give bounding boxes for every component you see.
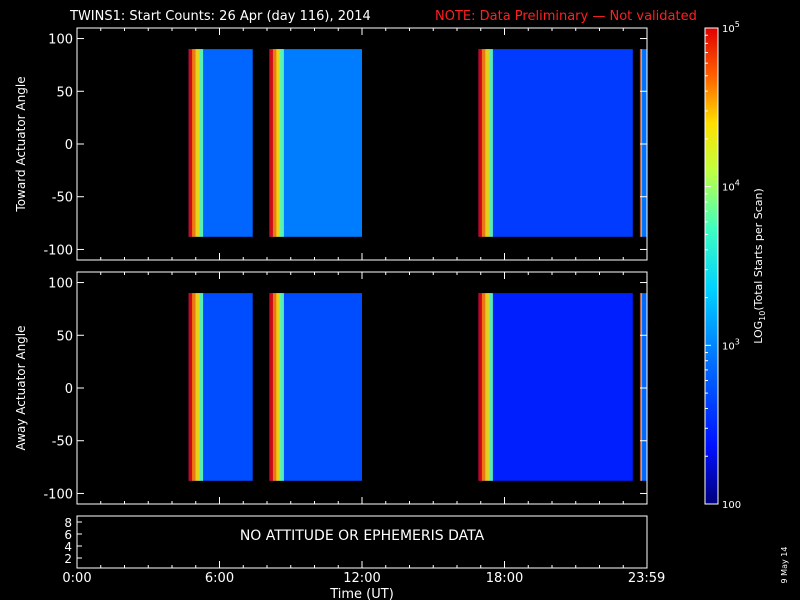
y-tick-label: 100 (48, 277, 73, 292)
onset-edge (488, 49, 493, 237)
colorbar-frame (704, 27, 719, 505)
data-block (478, 49, 633, 237)
toward-ylabel: Toward Actuator Angle (14, 76, 28, 212)
onset-edge (641, 49, 643, 237)
note-text: NOTE: Data Preliminary — Not validated (435, 9, 697, 24)
onset-edge (478, 49, 483, 237)
x-axis-labels: 0:00 6:00 12:00 18:00 23:59 (62, 571, 665, 586)
onset-edge (192, 293, 197, 481)
colorbar-tick-label: 103 (722, 337, 740, 352)
onset-edge (279, 293, 284, 481)
onset-edge (276, 293, 281, 481)
onset-edge (485, 49, 490, 237)
y-tick-label: -50 (52, 435, 73, 450)
ephemeris-message: NO ATTITUDE OR EPHEMERIS DATA (240, 528, 485, 544)
ephem-tick-label: 6 (64, 528, 72, 542)
x-tick-label: 18:00 (486, 571, 523, 586)
onset-edge (195, 49, 200, 237)
away-panel: 100 50 0 -50 -100 Away Actuator Angle (14, 271, 648, 505)
x-axis-title: Time (UT) (329, 587, 394, 600)
y-tick-label: -100 (43, 243, 73, 258)
data-block (639, 293, 647, 481)
x-tick-label: 6:00 (205, 571, 234, 586)
onset-edge (481, 293, 486, 481)
onset-edge (641, 293, 643, 481)
data-block (269, 49, 362, 237)
data-block (269, 293, 362, 481)
colorbar-tick-label: 104 (722, 179, 740, 194)
y-tick-label: 0 (65, 138, 73, 153)
onset-edge (188, 293, 193, 481)
colorbar-gradient (705, 28, 718, 504)
onset-edge (485, 293, 490, 481)
onset-edge (199, 49, 204, 237)
onset-edge (478, 293, 483, 481)
ephem-tick-label: 4 (64, 540, 72, 554)
onset-edge (481, 49, 486, 237)
colorbar-label: LOG10(Total Starts per Scan) (752, 188, 767, 344)
ephem-tick-label: 2 (64, 552, 72, 566)
onset-edge (188, 49, 193, 237)
toward-panel: 100 50 0 -50 -100 Toward Actuator Angle (14, 27, 648, 261)
onset-edge (276, 49, 281, 237)
onset-edge (640, 293, 642, 481)
y-tick-label: -100 (43, 487, 73, 502)
y-tick-label: 50 (56, 85, 73, 100)
onset-edge (272, 49, 277, 237)
ephem-tick-label: 8 (64, 516, 72, 530)
colorbar-tick-label: 105 (722, 20, 740, 35)
colorbar-tick-label: 100 (722, 500, 741, 511)
away-ylabel: Away Actuator Angle (14, 325, 28, 450)
x-tick-label: 12:00 (343, 571, 380, 586)
colorbar: 100 103 104 105 LOG10(Total Starts per Scan… (704, 20, 767, 511)
onset-edge (199, 293, 204, 481)
onset-edge (269, 293, 274, 481)
onset-edge (272, 293, 277, 481)
onset-edge (269, 49, 274, 237)
data-block (639, 49, 647, 237)
y-tick-label: -50 (52, 191, 73, 206)
data-block (478, 293, 633, 481)
x-tick-label: 0:00 (62, 571, 91, 586)
x-tick-label: 23:59 (628, 571, 665, 586)
onset-edge (192, 49, 197, 237)
y-tick-label: 0 (65, 382, 73, 397)
onset-edge (195, 293, 200, 481)
y-tick-label: 100 (48, 33, 73, 48)
onset-edge (640, 49, 642, 237)
date-stamp: 9 May 14 (780, 547, 789, 584)
onset-edge (488, 293, 493, 481)
onset-edge (279, 49, 284, 237)
chart-title: TWINS1: Start Counts: 26 Apr (day 116), … (69, 9, 371, 24)
y-tick-label: 50 (56, 329, 73, 344)
